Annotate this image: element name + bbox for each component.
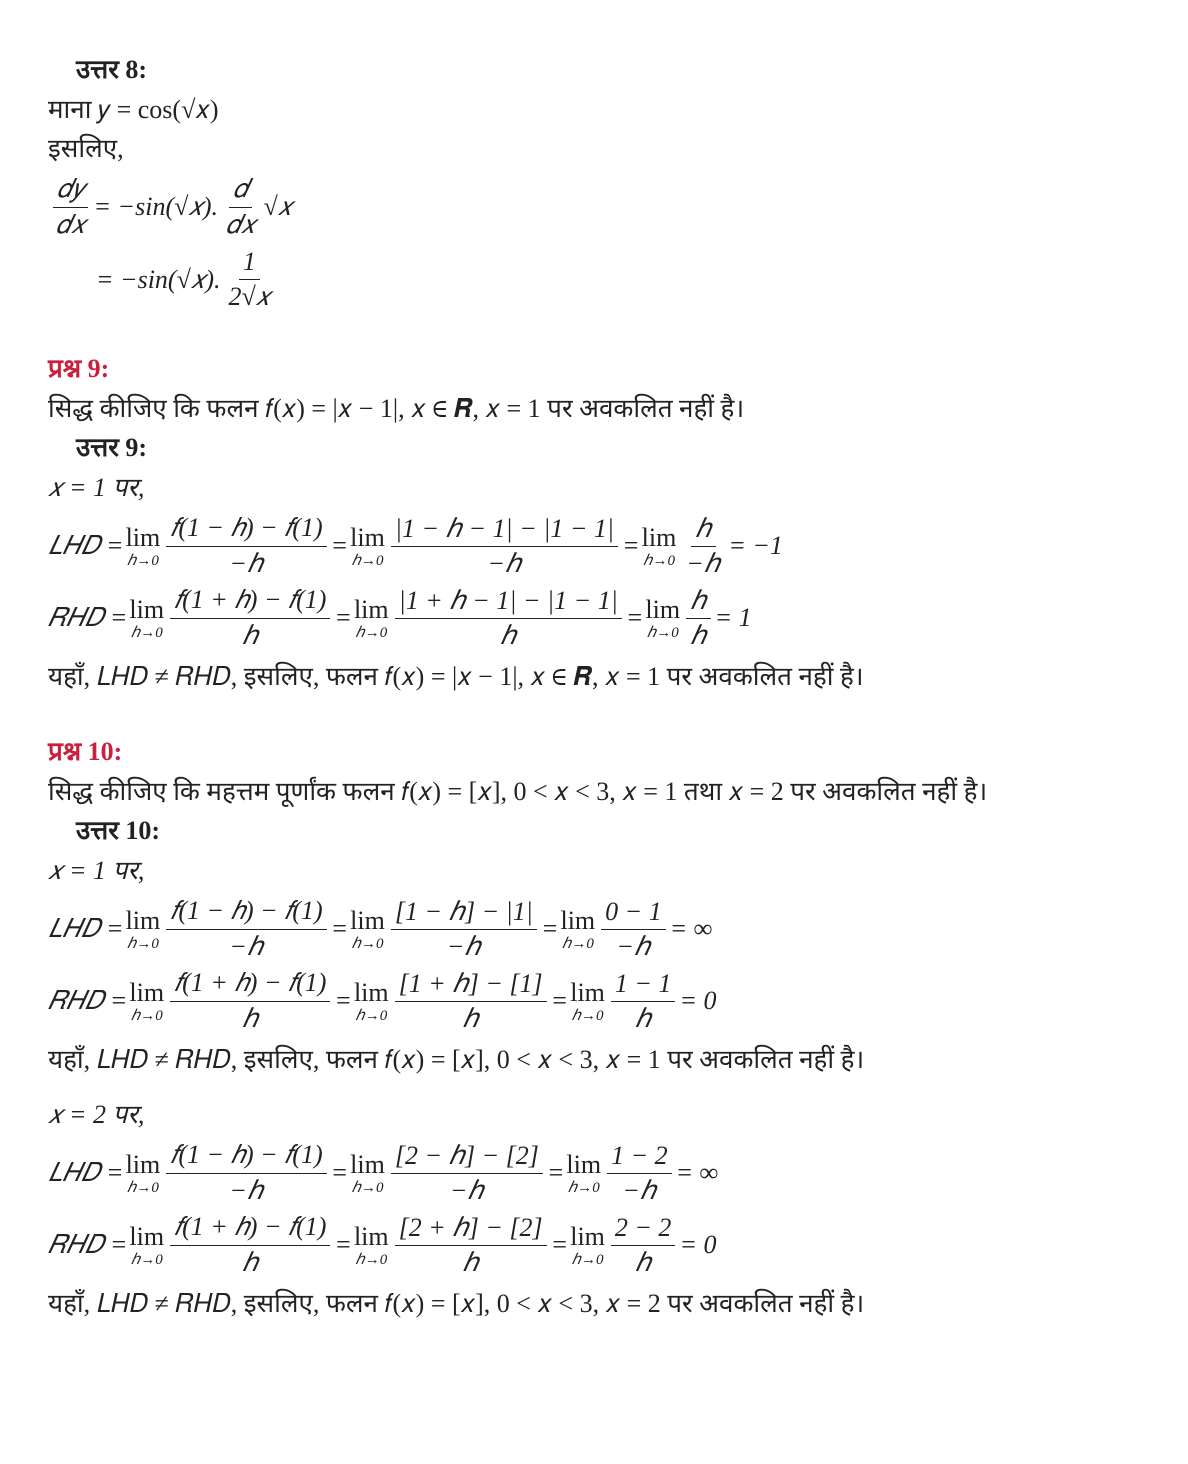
q9-statement: सिद्ध कीजिए कि फलन 𝑓(𝑥) = |𝑥 − 1|, 𝑥 ∈ 𝑹… (48, 389, 1140, 428)
ans8-eq2: = −sin(√𝑥). 1 2√𝑥 (96, 247, 1140, 313)
q9-lhd-res: = −1 (728, 531, 783, 561)
answer-9-heading: उत्तर 9: (76, 428, 1140, 464)
question-9-heading: प्रश्न 9: (48, 349, 1140, 385)
dx-den: 𝑑𝑥 (222, 208, 260, 241)
one: 1 (239, 247, 260, 280)
q9-lhd: 𝐿𝐻𝐷 = limℎ→0 𝑓(1 − ℎ) − 𝑓(1)−ℎ = limℎ→0 … (48, 513, 1140, 579)
two-root-x: 2√𝑥 (225, 280, 275, 313)
q10-p2-conclusion: यहाँ, 𝐿𝐻𝐷 ≠ 𝑅𝐻𝐷, इसलिए, फलन 𝑓(𝑥) = [𝑥], … (48, 1284, 1140, 1323)
q10-p2-lhd-res: = ∞ (676, 1158, 719, 1188)
ans8-eq1: 𝑑𝑦 𝑑𝑥 = −sin(√𝑥). 𝑑 𝑑𝑥 √𝑥 (48, 174, 1140, 241)
q10-at-x1: 𝑥 = 1 पर, (48, 851, 1140, 890)
q10-at-x2: 𝑥 = 2 पर, (48, 1095, 1140, 1134)
q9-rhd-res: = 1 (715, 603, 752, 633)
ans8-therefore: इसलिए, (48, 129, 1140, 168)
question-10-heading: प्रश्न 10: (48, 732, 1140, 768)
lhd-label: 𝐿𝐻𝐷 = (48, 531, 124, 562)
dy: 𝑑𝑦 (53, 174, 88, 208)
ans8-let: माना 𝑦 = cos(√𝑥) (48, 90, 1140, 129)
eq2-pre: = −sin(√𝑥). (96, 265, 221, 296)
q9-rhd: 𝑅𝐻𝐷 = limℎ→0 𝑓(1 + ℎ) − 𝑓(1)ℎ = limℎ→0 |… (48, 585, 1140, 651)
q10-p1-lhd-res: = ∞ (670, 914, 713, 944)
d-num: 𝑑 (229, 174, 252, 208)
answer-10-heading: उत्तर 10: (76, 811, 1140, 847)
q9-conclusion: यहाँ, 𝐿𝐻𝐷 ≠ 𝑅𝐻𝐷, इसलिए, फलन 𝑓(𝑥) = |𝑥 − … (48, 657, 1140, 696)
q10-p1-rhd-res: = 0 (679, 986, 716, 1016)
q10-statement: सिद्ध कीजिए कि महत्तम पूर्णांक फलन 𝑓(𝑥) … (48, 772, 1140, 811)
dx: 𝑑𝑥 (52, 208, 90, 241)
q10-p2-rhd: 𝑅𝐻𝐷 = limℎ→0 𝑓(1 + ℎ) − 𝑓(1)ℎ = limℎ→0 [… (48, 1212, 1140, 1278)
answer-8-heading: उत्तर 8: (76, 50, 1140, 86)
q10-p1-conclusion: यहाँ, 𝐿𝐻𝐷 ≠ 𝑅𝐻𝐷, इसलिए, फलन 𝑓(𝑥) = [𝑥], … (48, 1040, 1140, 1079)
q10-p1-rhd: 𝑅𝐻𝐷 = limℎ→0 𝑓(1 + ℎ) − 𝑓(1)ℎ = limℎ→0 [… (48, 968, 1140, 1034)
q10-p1-lhd: 𝐿𝐻𝐷 = limℎ→0 𝑓(1 − ℎ) − 𝑓(1)−ℎ = limℎ→0 … (48, 896, 1140, 962)
q10-p2-rhd-res: = 0 (679, 1230, 716, 1260)
q10-p2-lhd: 𝐿𝐻𝐷 = limℎ→0 𝑓(1 − ℎ) − 𝑓(1)−ℎ = limℎ→0 … (48, 1140, 1140, 1206)
sqrt-x: √𝑥 (264, 192, 293, 223)
rhd-label: 𝑅𝐻𝐷 = (48, 603, 127, 634)
eq1-mid: = −sin(√𝑥). (94, 192, 219, 223)
q9-at-x1: 𝑥 = 1 पर, (48, 468, 1140, 507)
